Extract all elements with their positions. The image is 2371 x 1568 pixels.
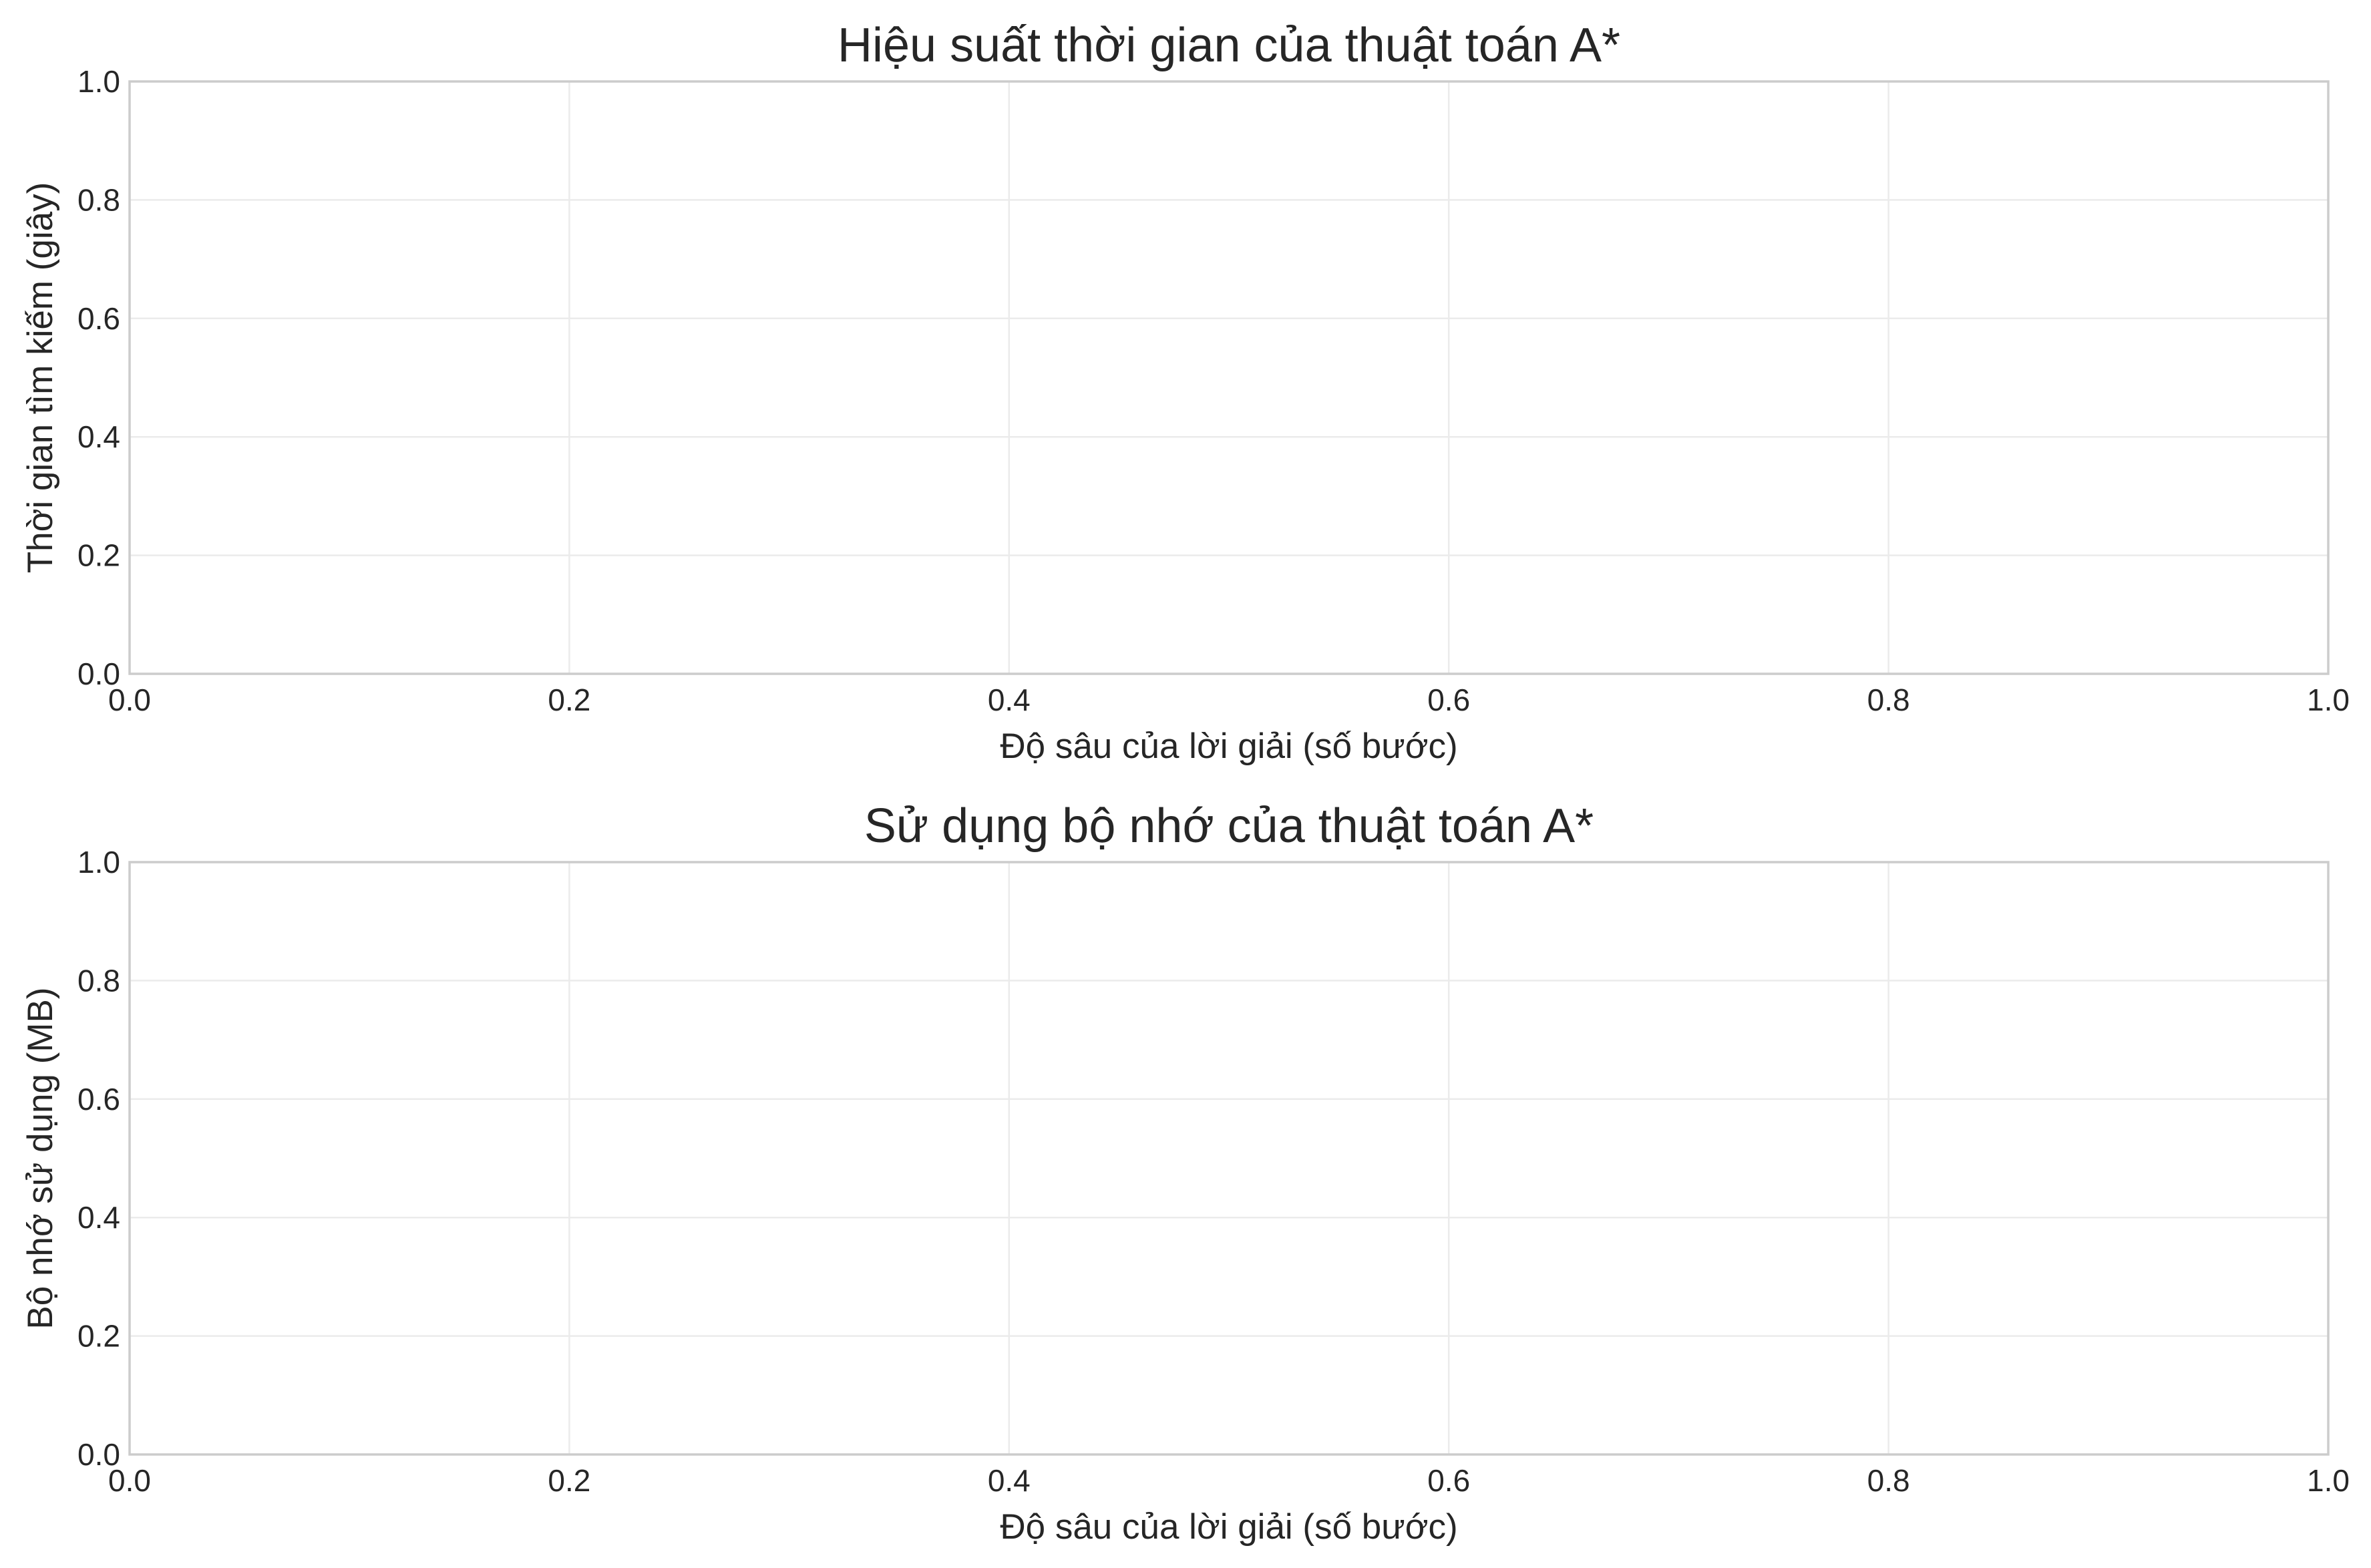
y-tick-label: 0.4 xyxy=(77,419,120,454)
plot-area xyxy=(130,862,2328,1454)
y-axis-label: Bộ nhớ sử dụng (MB) xyxy=(21,987,60,1329)
y-tick-label: 0.6 xyxy=(77,1082,120,1117)
x-axis-label: Độ sâu của lời giải (số bước) xyxy=(1000,1507,1457,1547)
x-tick-label: 0.2 xyxy=(548,682,590,717)
y-tick-label: 1.0 xyxy=(77,64,120,99)
axes-frame xyxy=(128,861,2330,1456)
x-tick-label: 0.8 xyxy=(1867,682,1910,717)
x-tick-label: 0.4 xyxy=(988,1463,1031,1498)
x-tick-label: 0.6 xyxy=(1427,1463,1470,1498)
chart-title: Sử dụng bộ nhớ của thuật toán A* xyxy=(864,799,1594,853)
x-tick-label: 1.0 xyxy=(2307,1463,2350,1498)
y-tick-label: 1.0 xyxy=(77,845,120,879)
x-tick-label: 0.4 xyxy=(988,682,1031,717)
axes-frame xyxy=(128,80,2330,675)
y-tick-label: 0.4 xyxy=(77,1200,120,1235)
y-tick-label: 0.2 xyxy=(77,1319,120,1354)
y-tick-label: 0.8 xyxy=(77,963,120,998)
x-tick-label: 0.0 xyxy=(108,1463,151,1498)
x-tick-label: 0.8 xyxy=(1867,1463,1910,1498)
chart-title: Hiệu suất thời gian của thuật toán A* xyxy=(838,19,1620,72)
x-tick-label: 1.0 xyxy=(2307,682,2350,717)
y-tick-label: 0.0 xyxy=(77,656,120,691)
x-axis-label: Độ sâu của lời giải (số bước) xyxy=(1000,727,1457,766)
x-tick-label: 0.6 xyxy=(1427,682,1470,717)
y-axis-label: Thời gian tìm kiếm (giây) xyxy=(21,182,60,574)
chart-panel-2: 0.0 0.2 0.4 0.6 0.8 1.0 0.0 0.2 0.4 0.6 0.8 1.0 Sử d… xyxy=(21,799,2350,1547)
chart-panel-1: 0.0 0.2 0.4 0.6 0.8 1.0 0.0 0.2 0.4 0.6 0.8 1.0 Hiệu… xyxy=(21,19,2350,766)
y-tick-label: 0.6 xyxy=(77,301,120,336)
y-tick-label: 0.8 xyxy=(77,182,120,217)
x-tick-label: 0.0 xyxy=(108,682,151,717)
y-tick-label: 0.2 xyxy=(77,538,120,573)
y-tick-label: 0.0 xyxy=(77,1437,120,1472)
plot-area xyxy=(130,81,2328,674)
x-tick-label: 0.2 xyxy=(548,1463,590,1498)
